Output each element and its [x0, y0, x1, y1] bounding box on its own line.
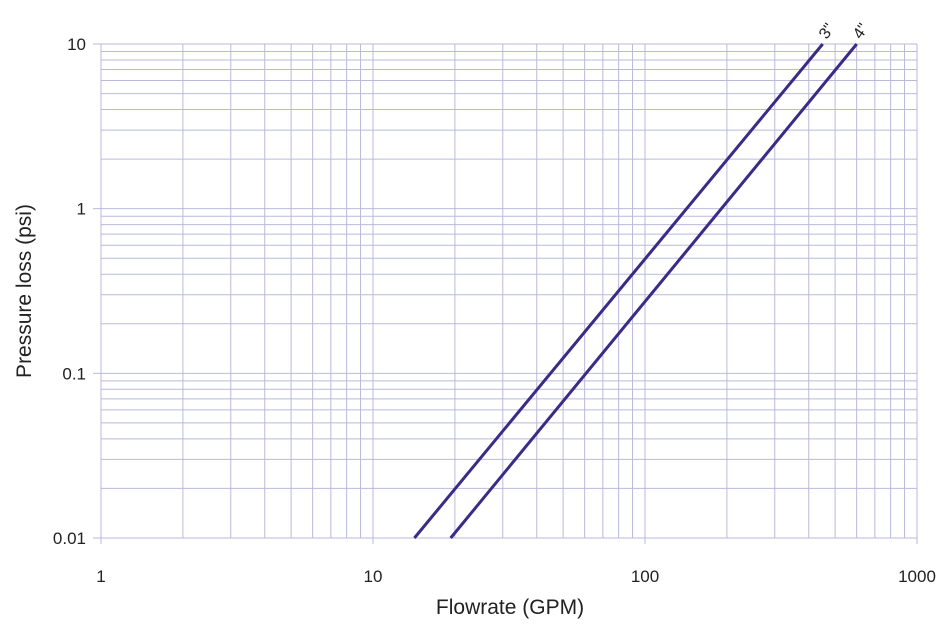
y-axis-title: Pressure loss (psi): [13, 204, 36, 378]
series-label-1: 3": [816, 21, 838, 43]
y-tick-label: 0.01: [53, 529, 86, 548]
y-tick-labels: 0.01 0.1 1 10: [53, 35, 86, 548]
series-group: 3" 4": [413, 21, 872, 539]
x-tick-label: 10: [364, 567, 383, 586]
x-axis-title: Flowrate (GPM): [436, 596, 584, 619]
x-tick-label: 100: [631, 567, 659, 586]
x-tick-label: 1000: [898, 567, 936, 586]
y-tick-label: 1: [77, 200, 86, 219]
series-line-1: [413, 43, 824, 539]
x-tick-labels: 1 10 100 1000: [96, 567, 936, 586]
x-tick-label: 1: [96, 567, 105, 586]
grid: [93, 43, 918, 544]
y-tick-label: 0.1: [62, 364, 86, 383]
series-label-2: 4": [850, 21, 872, 43]
y-tick-label: 10: [67, 35, 86, 54]
series-line-2: [449, 43, 858, 539]
